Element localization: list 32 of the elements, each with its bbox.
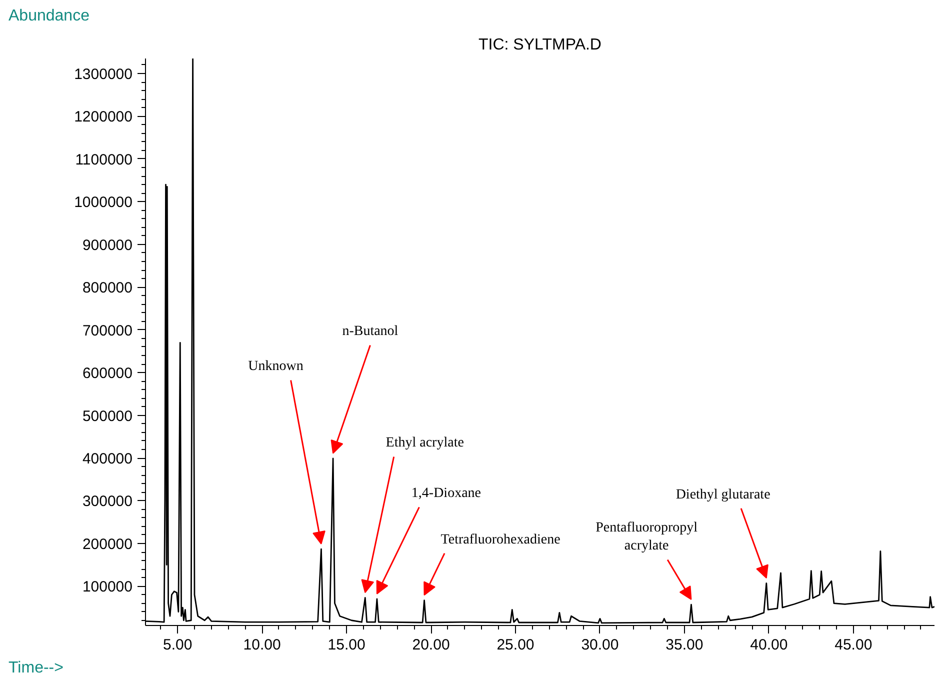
chart-title: TIC: SYLTMPA.D — [478, 36, 602, 54]
y-tick-label: 800000 — [82, 280, 133, 297]
annotation: Ethyl acrylate — [386, 436, 464, 451]
y-tick-label: 1100000 — [75, 151, 133, 168]
annotation: Diethyl glutarate — [676, 487, 770, 502]
annotation: Unknown — [248, 359, 304, 374]
annotation: 1,4-Dioxane — [411, 486, 481, 502]
y-tick-label: 1300000 — [74, 66, 133, 83]
y-tick-label: 400000 — [82, 450, 133, 468]
x-tick-label: 10.00 — [243, 636, 281, 654]
y-tick-label: 900000 — [82, 236, 133, 254]
y-tick-label: 700000 — [82, 322, 133, 340]
y-axis-title: Abundance — [8, 8, 90, 24]
y-tick-label: 1000000 — [74, 194, 133, 212]
annotation: Tetrafluorohexadiene — [440, 532, 560, 548]
y-tick-label: 600000 — [82, 365, 133, 382]
x-tick-label: 30.00 — [581, 636, 619, 654]
y-tick-label: 300000 — [82, 493, 133, 510]
annotation: n-Butanol — [342, 324, 398, 340]
y-tick-label: 1200000 — [74, 108, 133, 126]
y-tick-label: 200000 — [82, 536, 133, 553]
x-tick-label: 40.00 — [750, 636, 788, 654]
x-tick-label: 45.00 — [834, 636, 872, 654]
x-tick-label: 35.00 — [666, 636, 704, 654]
annotation: Pentafluoropropyl acrylate — [596, 520, 698, 554]
x-tick-label: 5.00 — [163, 636, 192, 654]
x-tick-label: 15.00 — [328, 636, 366, 654]
x-tick-label: 25.00 — [496, 636, 534, 654]
y-tick-label: 500000 — [82, 408, 133, 425]
y-tick-label: 100000 — [82, 578, 133, 596]
x-axis-title: Time--> — [8, 660, 64, 676]
x-tick-label: 20.00 — [412, 636, 450, 654]
